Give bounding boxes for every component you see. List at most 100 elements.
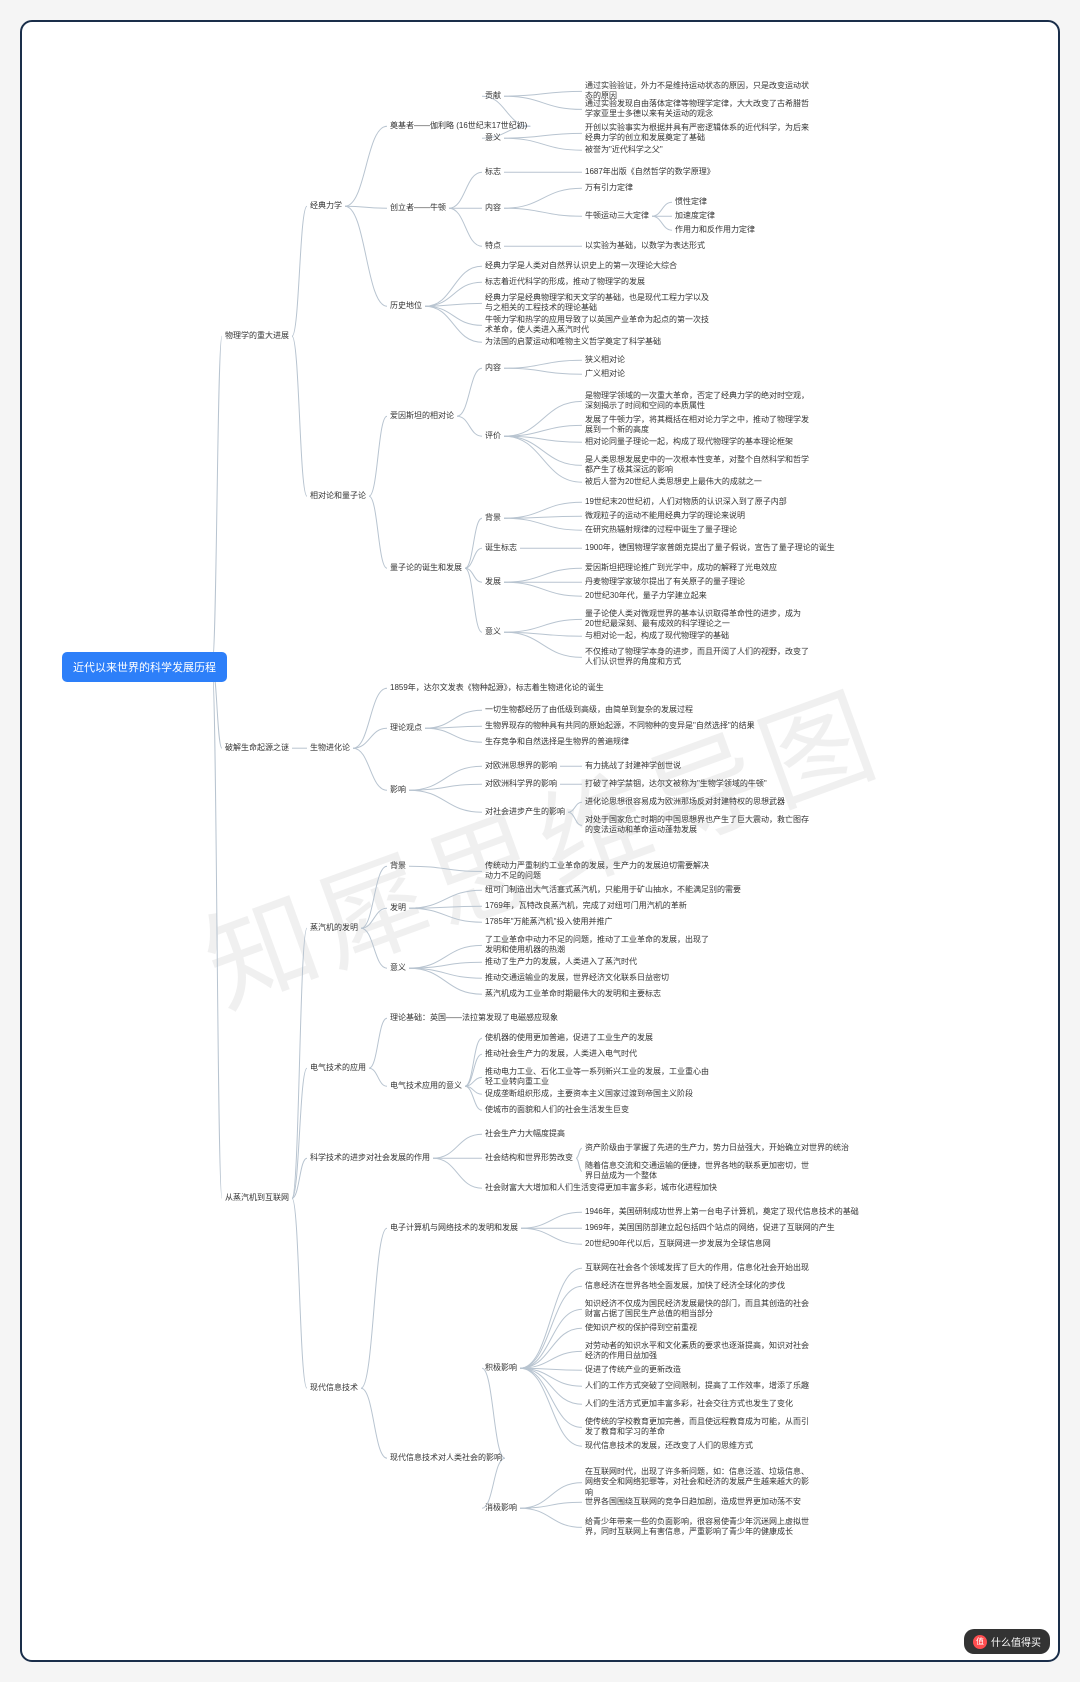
mindmap-node[interactable]: 加速度定律 <box>672 210 718 222</box>
mindmap-node[interactable]: 使城市的面貌和人们的社会生活发生巨变 <box>482 1104 632 1116</box>
mindmap-node[interactable]: 现代信息技术 <box>307 1382 361 1394</box>
mindmap-node[interactable]: 与相对论一起，构成了现代物理学的基础 <box>582 630 732 642</box>
mindmap-node[interactable]: 破解生命起源之谜 <box>222 742 292 754</box>
mindmap-node[interactable]: 广义相对论 <box>582 368 628 380</box>
mindmap-node[interactable]: 意义 <box>482 132 504 144</box>
mindmap-node[interactable]: 一切生物都经历了由低级到高级，由简单到复杂的发展过程 <box>482 704 696 716</box>
mindmap-node[interactable]: 生存竞争和自然选择是生物界的普遍规律 <box>482 736 632 748</box>
mindmap-node[interactable]: 微观粒子的运动不能用经典力学的理论来说明 <box>582 510 748 522</box>
mindmap-node[interactable]: 资产阶级由于掌握了先进的生产力，势力日益强大，开始确立对世界的统治 <box>582 1142 852 1154</box>
mindmap-node[interactable]: 使传统的学校教育更加完善，而且使远程教育成为可能，从而引发了教育和学习的革命 <box>582 1416 812 1439</box>
mindmap-node[interactable]: 历史地位 <box>387 300 425 312</box>
mindmap-node[interactable]: 通过实验发现自由落体定律等物理学定律，大大改变了古希腊哲学家亚里士多德以来有关运… <box>582 98 812 121</box>
mindmap-node[interactable]: 在研究热辐射规律的过程中诞生了量子理论 <box>582 524 740 536</box>
mindmap-node[interactable]: 对欧洲思想界的影响 <box>482 760 560 772</box>
mindmap-node[interactable]: 爱因斯坦的相对论 <box>387 410 457 422</box>
mindmap-node[interactable]: 在互联网时代，出现了许多新问题，如：信息泛滥、垃圾信息、网络安全和网络犯罪等，对… <box>582 1466 812 1499</box>
mindmap-node[interactable]: 作用力和反作用力定律 <box>672 224 758 236</box>
mindmap-node[interactable]: 现代信息技术的发展，还改变了人们的思维方式 <box>582 1440 756 1452</box>
mindmap-node[interactable]: 1785年"万能蒸汽机"投入使用并推广 <box>482 916 615 928</box>
mindmap-node[interactable]: 社会生产力大幅度提高 <box>482 1128 568 1140</box>
mindmap-node[interactable]: 了工业革命中动力不足的问题，推动了工业革命的发展，出现了发明和使用机器的热潮 <box>482 934 712 957</box>
mindmap-node[interactable]: 1859年，达尔文发表《物种起源》，标志着生物进化论的诞生 <box>387 682 607 694</box>
mindmap-node[interactable]: 生物进化论 <box>307 742 353 754</box>
mindmap-node[interactable]: 相对论和量子论 <box>307 490 369 502</box>
mindmap-node[interactable]: 打破了神学禁锢，达尔文被称为"生物学领域的牛顿" <box>582 778 770 790</box>
mindmap-node[interactable]: 推动社会生产力的发展，人类进入电气时代 <box>482 1048 640 1060</box>
mindmap-node[interactable]: 1900年，德国物理学家普朗克提出了量子假说，宣告了量子理论的诞生 <box>582 542 838 554</box>
mindmap-node[interactable]: 量子论使人类对微观世界的基本认识取得革命性的进步，成为20世纪最深刻、最有成效的… <box>582 608 812 631</box>
mindmap-node[interactable]: 人们的生活方式更加丰富多彩，社会交往方式也发生了变化 <box>582 1398 796 1410</box>
mindmap-node[interactable]: 使机器的使用更加普遍，促进了工业生产的发展 <box>482 1032 656 1044</box>
mindmap-node[interactable]: 狭义相对论 <box>582 354 628 366</box>
mindmap-node[interactable]: 背景 <box>482 512 504 524</box>
mindmap-node[interactable]: 相对论同量子理论一起，构成了现代物理学的基本理论框架 <box>582 436 796 448</box>
mindmap-node[interactable]: 创立者——牛顿 <box>387 202 449 214</box>
mindmap-node[interactable]: 意义 <box>482 626 504 638</box>
mindmap-node[interactable]: 促进了传统产业的更新改造 <box>582 1364 684 1376</box>
mindmap-node[interactable]: 万有引力定律 <box>582 182 636 194</box>
mindmap-node[interactable]: 有力挑战了封建神学创世说 <box>582 760 684 772</box>
mindmap-node[interactable]: 被后人誉为20世纪人类思想史上最伟大的成就之一 <box>582 476 765 488</box>
mindmap-node[interactable]: 给青少年带来一些的负面影响，很容易使青少年沉迷网上虚拟世界，同时互联网上有害信息… <box>582 1516 812 1539</box>
mindmap-node[interactable]: 1687年出版《自然哲学的数学原理》 <box>582 166 718 178</box>
mindmap-node[interactable]: 诞生标志 <box>482 542 520 554</box>
mindmap-node[interactable]: 1969年，美国国防部建立起包括四个站点的网络，促进了互联网的产生 <box>582 1222 838 1234</box>
mindmap-node[interactable]: 以实验为基础，以数学为表达形式 <box>582 240 708 252</box>
mindmap-node[interactable]: 现代信息技术对人类社会的影响 <box>387 1452 505 1464</box>
mindmap-node[interactable]: 社会财富大大增加和人们生活变得更加丰富多彩，城市化进程加快 <box>482 1182 720 1194</box>
mindmap-node[interactable]: 使知识产权的保护得到空前重视 <box>582 1322 700 1334</box>
mindmap-node[interactable]: 不仅推动了物理学本身的进步，而且开阔了人们的视野，改变了人们认识世界的角度和方式 <box>582 646 812 669</box>
mindmap-node[interactable]: 被誉为"近代科学之父" <box>582 144 666 156</box>
mindmap-node[interactable]: 纽可门制造出大气活塞式蒸汽机，只能用于矿山抽水，不能满足别的需要 <box>482 884 744 896</box>
mindmap-node[interactable]: 对处于国家危亡时期的中国思想界也产生了巨大震动，救亡图存的变法运动和革命运动蓬勃… <box>582 814 812 837</box>
mindmap-node[interactable]: 世界各国围绕互联网的竞争日趋加剧，造成世界更加动荡不安 <box>582 1496 804 1508</box>
mindmap-node[interactable]: 标志着近代科学的形成，推动了物理学的发展 <box>482 276 648 288</box>
mindmap-node[interactable]: 进化论思想很容易成为欧洲那场反对封建特权的思想武器 <box>582 796 788 808</box>
mindmap-node[interactable]: 1769年，瓦特改良蒸汽机，完成了对纽可门用汽机的革新 <box>482 900 690 912</box>
mindmap-node[interactable]: 牛顿运动三大定律 <box>582 210 652 222</box>
mindmap-node[interactable]: 蒸汽机成为工业革命时期最伟大的发明和主要标志 <box>482 988 664 1000</box>
mindmap-node[interactable]: 牛顿力学和热学的应用导致了以英国产业革命为起点的第一次技术革命，使人类进入蒸汽时… <box>482 314 712 337</box>
mindmap-node[interactable]: 理论基础：英国——法拉第发现了电磁感应现象 <box>387 1012 561 1024</box>
mindmap-node[interactable]: 是人类思想发展史中的一次根本性变革，对整个自然科学和哲学都产生了极其深远的影响 <box>582 454 812 477</box>
mindmap-node[interactable]: 1946年，美国研制成功世界上第一台电子计算机，奠定了现代信息技术的基础 <box>582 1206 862 1218</box>
mindmap-node[interactable]: 开创以实验事实为根据并具有严密逻辑体系的近代科学，为后来经典力学的创立和发展奠定… <box>582 122 812 145</box>
mindmap-node[interactable]: 内容 <box>482 362 504 374</box>
mindmap-node[interactable]: 丹麦物理学家玻尔提出了有关原子的量子理论 <box>582 576 748 588</box>
mindmap-node[interactable]: 是物理学领域的一次重大革命，否定了经典力学的绝对时空观，深刻揭示了时间和空间的本… <box>582 390 812 413</box>
mindmap-node[interactable]: 知识经济不仅成为国民经济发展最快的部门，而且其创造的社会财富占据了国民生产总值的… <box>582 1298 812 1321</box>
mindmap-node[interactable]: 社会结构和世界形势改变 <box>482 1152 576 1164</box>
mindmap-node[interactable]: 物理学的重大进展 <box>222 330 292 342</box>
root-node[interactable]: 近代以来世界的科学发展历程 <box>62 652 227 682</box>
mindmap-node[interactable]: 电气技术的应用 <box>307 1062 369 1074</box>
mindmap-node[interactable]: 互联网在社会各个领域发挥了巨大的作用，信息化社会开始出现 <box>582 1262 812 1274</box>
mindmap-node[interactable]: 20世纪30年代，量子力学建立起来 <box>582 590 710 602</box>
mindmap-node[interactable]: 推动了生产力的发展，人类进入了蒸汽时代 <box>482 956 640 968</box>
mindmap-node[interactable]: 发展 <box>482 576 504 588</box>
mindmap-node[interactable]: 电子计算机与网络技术的发明和发展 <box>387 1222 521 1234</box>
mindmap-node[interactable]: 从蒸汽机到互联网 <box>222 1192 292 1204</box>
mindmap-node[interactable]: 发明 <box>387 902 409 914</box>
mindmap-node[interactable]: 发展了牛顿力学，将其概括在相对论力学之中，推动了物理学发展到一个新的高度 <box>582 414 812 437</box>
mindmap-node[interactable]: 意义 <box>387 962 409 974</box>
mindmap-node[interactable]: 影响 <box>387 784 409 796</box>
mindmap-node[interactable]: 对欧洲科学界的影响 <box>482 778 560 790</box>
mindmap-node[interactable]: 传统动力严重制约工业革命的发展，生产力的发展迫切需要解决动力不足的问题 <box>482 860 712 883</box>
mindmap-node[interactable]: 对社会进步产生的影响 <box>482 806 568 818</box>
mindmap-node[interactable]: 特点 <box>482 240 504 252</box>
mindmap-node[interactable]: 奠基者——伽利略 (16世纪末17世纪初) <box>387 120 530 132</box>
mindmap-node[interactable]: 对劳动者的知识水平和文化素质的要求也逐渐提高，知识对社会经济的作用日益加强 <box>582 1340 812 1363</box>
mindmap-node[interactable]: 标志 <box>482 166 504 178</box>
mindmap-node[interactable]: 蒸汽机的发明 <box>307 922 361 934</box>
mindmap-node[interactable]: 经典力学是经典物理学和天文学的基础，也是现代工程力学以及与之相关的工程技术的理论… <box>482 292 712 315</box>
mindmap-node[interactable]: 爱因斯坦把理论推广到光学中，成功的解释了光电效应 <box>582 562 780 574</box>
mindmap-node[interactable]: 推动电力工业、石化工业等一系列新兴工业的发展，工业重心由轻工业转向重工业 <box>482 1066 712 1089</box>
mindmap-node[interactable]: 19世纪末20世纪初，人们对物质的认识深入到了原子内部 <box>582 496 790 508</box>
mindmap-node[interactable]: 经典力学是人类对自然界认识史上的第一次理论大综合 <box>482 260 680 272</box>
mindmap-node[interactable]: 促成垄断组织形成，主要资本主义国家过渡到帝国主义阶段 <box>482 1088 696 1100</box>
mindmap-node[interactable]: 科学技术的进步对社会发展的作用 <box>307 1152 433 1164</box>
mindmap-node[interactable]: 为法国的启蒙运动和唯物主义哲学奠定了科学基础 <box>482 336 664 348</box>
mindmap-node[interactable]: 评价 <box>482 430 504 442</box>
mindmap-node[interactable]: 积极影响 <box>482 1362 520 1374</box>
